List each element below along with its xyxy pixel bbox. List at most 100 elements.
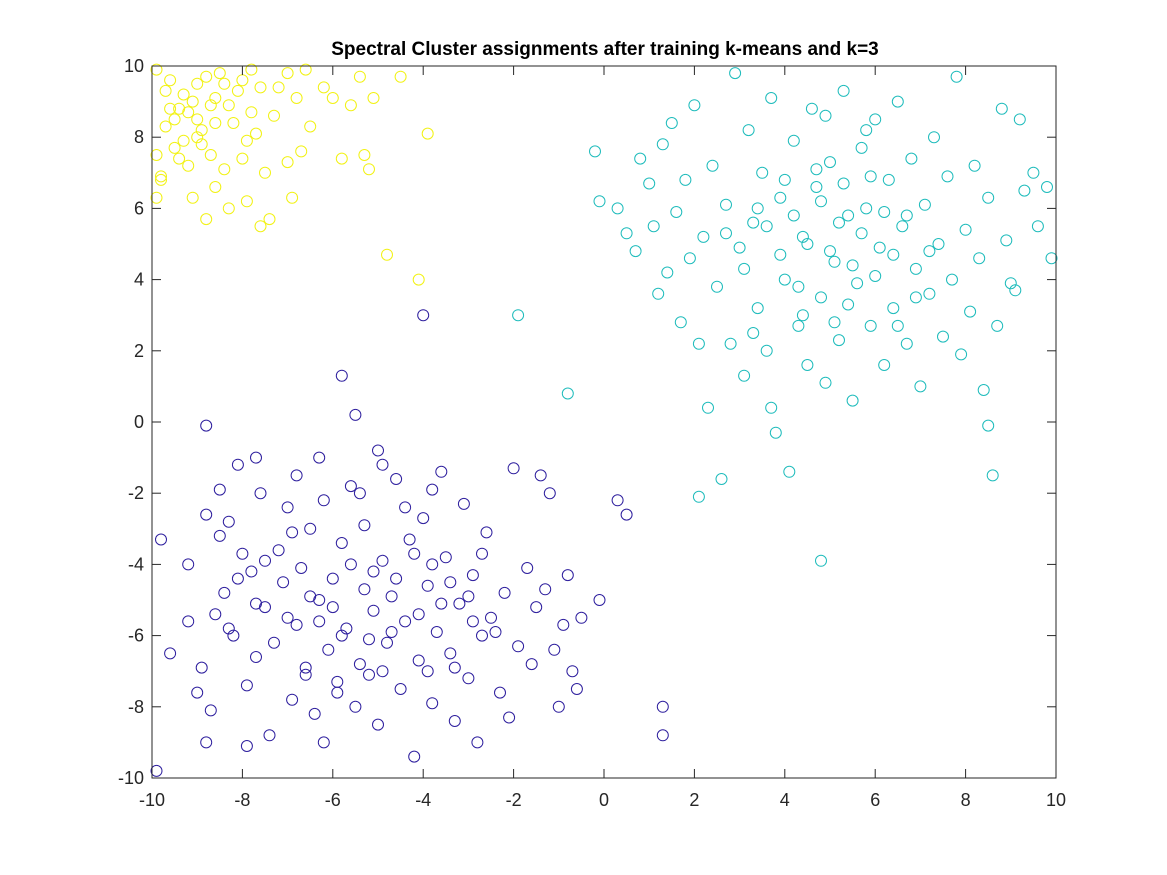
data-point: [950, 70, 963, 83]
data-point: [254, 81, 267, 94]
data-point: [200, 736, 213, 749]
y-tick-label: -4: [128, 554, 144, 574]
data-point: [353, 70, 366, 83]
data-point: [787, 209, 800, 222]
data-point: [408, 750, 421, 763]
data-point: [295, 562, 308, 574]
data-point: [674, 316, 687, 329]
y-tick-label: -6: [128, 626, 144, 646]
data-point: [159, 84, 172, 97]
data-point: [358, 583, 371, 596]
data-point: [485, 611, 497, 624]
data-point: [290, 92, 303, 104]
data-point: [259, 554, 271, 567]
data-point: [946, 273, 958, 286]
data-point: [774, 191, 787, 204]
data-point: [286, 526, 299, 539]
data-point: [385, 590, 398, 603]
data-point: [299, 63, 312, 76]
data-point: [561, 387, 574, 400]
data-point: [787, 134, 800, 147]
data-point: [236, 547, 249, 560]
data-point: [842, 298, 855, 311]
data-point: [851, 277, 864, 290]
data-point: [833, 334, 845, 347]
data-point: [331, 675, 344, 688]
data-point: [805, 102, 818, 115]
data-point: [182, 558, 195, 571]
data-point: [909, 291, 922, 304]
data-point: [186, 95, 199, 108]
data-point: [503, 711, 516, 724]
data-point: [317, 494, 330, 507]
data-point: [1031, 220, 1044, 233]
data-point: [1027, 166, 1040, 179]
data-point: [534, 469, 547, 482]
data-point: [896, 220, 909, 233]
data-point: [195, 661, 208, 674]
data-point: [1045, 252, 1058, 265]
data-point: [209, 181, 222, 193]
data-point: [720, 227, 732, 240]
data-point: [661, 266, 674, 279]
x-axis: -10 -8 -6 -4 -2 0 2 4 6 8 10: [139, 66, 1066, 810]
data-point: [304, 120, 317, 133]
data-point: [815, 554, 827, 567]
data-point: [376, 554, 389, 567]
data-point: [512, 640, 525, 653]
data-point: [250, 451, 262, 464]
data-point: [173, 152, 186, 165]
data-point: [783, 465, 796, 478]
data-point: [457, 497, 470, 510]
data-point: [824, 156, 836, 169]
data-point: [344, 558, 357, 571]
data-point: [760, 344, 773, 357]
data-point: [182, 159, 195, 172]
data-point: [200, 213, 213, 226]
data-point: [204, 704, 217, 717]
data-point: [566, 665, 579, 678]
data-point: [778, 273, 791, 286]
data-point: [421, 665, 434, 678]
data-point: [353, 658, 366, 671]
data-point: [453, 597, 466, 610]
data-point: [349, 700, 362, 713]
data-point: [254, 487, 267, 500]
data-point: [222, 99, 235, 112]
data-point: [259, 601, 271, 614]
data-point: [869, 270, 882, 282]
data-point: [480, 526, 493, 539]
data-point: [263, 213, 276, 226]
data-point: [815, 195, 827, 208]
data-point: [236, 74, 249, 87]
data-point: [955, 348, 968, 361]
points-layer: [150, 63, 1058, 777]
data-point: [552, 700, 565, 713]
data-point: [444, 576, 457, 589]
chart-title: Spectral Cluster assignments after train…: [331, 39, 879, 60]
data-point: [295, 145, 308, 158]
x-tick-label: -8: [234, 790, 250, 810]
data-point: [231, 84, 244, 97]
data-point: [335, 629, 348, 642]
data-point: [222, 622, 235, 635]
data-point: [259, 166, 271, 179]
data-point: [195, 124, 208, 137]
data-point: [720, 198, 732, 211]
data-point: [855, 227, 868, 240]
data-point: [299, 661, 312, 674]
data-point: [796, 230, 809, 243]
data-point: [466, 569, 479, 582]
data-point: [860, 124, 873, 137]
data-point: [399, 501, 412, 514]
data-point: [769, 426, 782, 439]
data-point: [245, 63, 258, 76]
data-point: [656, 729, 669, 742]
data-point: [923, 245, 936, 258]
data-point: [372, 444, 384, 457]
data-point: [634, 152, 647, 165]
data-point: [702, 401, 714, 414]
data-point: [263, 729, 276, 742]
data-point: [421, 579, 434, 592]
data-point: [593, 195, 606, 208]
